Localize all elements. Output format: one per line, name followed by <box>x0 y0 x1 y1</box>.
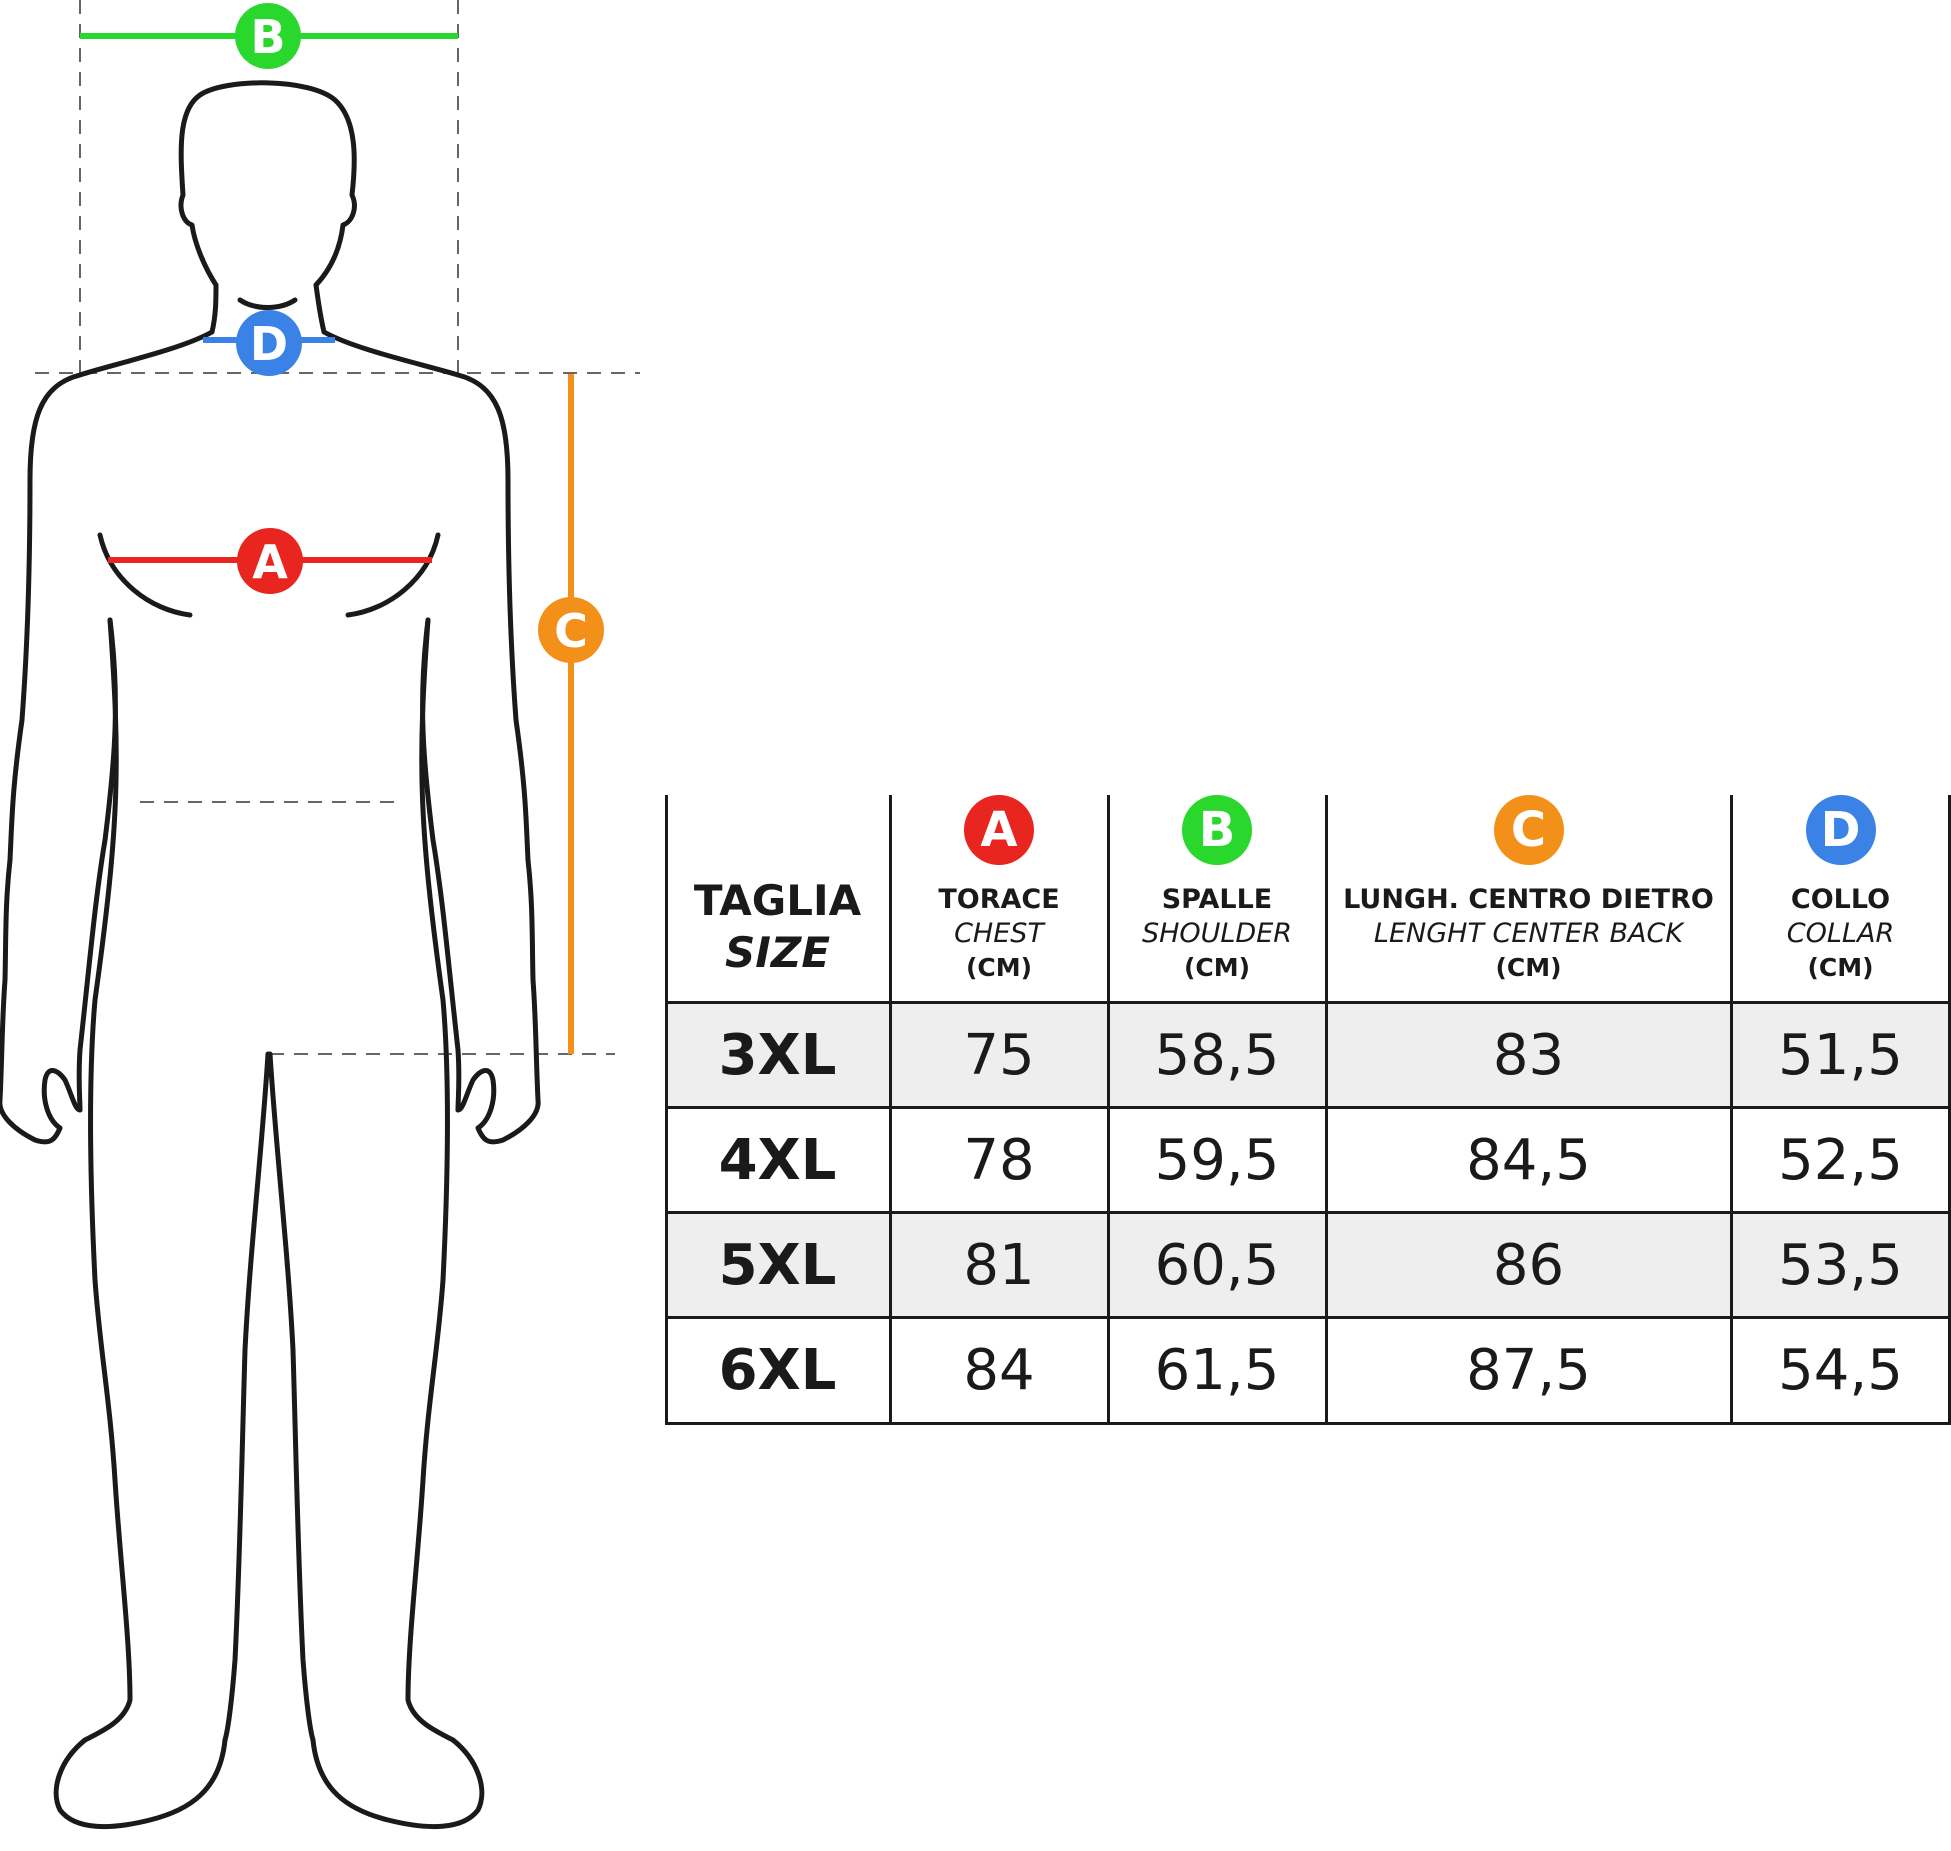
row-4-collar: 54,5 <box>1778 1338 1903 1403</box>
marker-b-circle <box>235 3 301 69</box>
left-chest-curve <box>97 532 193 618</box>
table-vline-2 <box>1107 795 1110 1425</box>
right-inner-leg <box>267 1051 316 1743</box>
table-line-header <box>665 1001 1950 1004</box>
header-col-b-en: SHOULDER <box>1141 918 1293 949</box>
row-1-size: 3XL <box>718 1023 837 1088</box>
table-vline-3 <box>1325 795 1328 1425</box>
table-line-bottom <box>665 1422 1950 1425</box>
torso-outline <box>0 282 219 1145</box>
header-badge-a: A <box>964 795 1034 865</box>
row-3-size: 5XL <box>718 1233 837 1298</box>
row-2-size: 4XL <box>718 1128 837 1193</box>
row-2-length: 84,5 <box>1466 1128 1591 1193</box>
left-inner-leg <box>222 1051 271 1743</box>
header-badge-c: C <box>1493 795 1564 865</box>
header-col-a-unit: (CM) <box>965 953 1033 982</box>
header-col-a-en: CHEST <box>954 918 1044 949</box>
header-col-b-it: SPALLE <box>1161 884 1273 915</box>
row-1-length: 83 <box>1492 1023 1565 1088</box>
table-line-2 <box>665 1211 1950 1214</box>
header-size-en: SIZE <box>724 928 831 977</box>
marker-c-label: C <box>554 604 588 658</box>
header-col-b-unit: (CM) <box>1183 953 1251 982</box>
row-4-length: 87,5 <box>1466 1338 1591 1403</box>
header-col-c-it: LUNGH. CENTRO DIETRO <box>1343 884 1714 915</box>
row-bg-3 <box>665 1213 1950 1318</box>
right-foot <box>310 1737 485 1829</box>
measure-a: A <box>108 528 432 594</box>
measure-d: D <box>203 310 335 376</box>
header-badge-b: B <box>1182 795 1252 865</box>
marker-a-circle <box>237 528 303 594</box>
measure-c: C <box>538 374 604 1054</box>
row-3-chest: 81 <box>963 1233 1035 1298</box>
table-vline-4 <box>1730 795 1733 1425</box>
header-badge-d: D <box>1805 795 1876 865</box>
torso-outline-right <box>313 282 541 1145</box>
header-col-d-unit: (CM) <box>1807 953 1874 982</box>
row-4-chest: 84 <box>963 1338 1035 1403</box>
right-torso-side <box>405 617 456 1743</box>
guide-lines <box>35 0 640 1055</box>
header-size-it: TAGLIA <box>693 876 862 925</box>
table-vline-0 <box>665 795 668 1425</box>
header-col-a: A TORACE CHEST (CM) <box>890 795 1108 985</box>
header-col-b: B SPALLE SHOULDER (CM) <box>1108 795 1326 985</box>
right-chest-curve <box>345 532 441 618</box>
body-silhouette <box>0 80 541 1829</box>
row-2-shoulder: 59,5 <box>1154 1128 1280 1193</box>
left-foot <box>53 1737 228 1829</box>
table-line-1 <box>665 1106 1950 1109</box>
header-col-d: D COLLO COLLAR (CM) <box>1731 795 1950 985</box>
table-vline-5 <box>1948 795 1951 1425</box>
header-col-c: C LUNGH. CENTRO DIETRO LENGHT CENTER BAC… <box>1326 795 1731 985</box>
row-2-chest: 78 <box>963 1128 1035 1193</box>
head-outline <box>178 80 357 288</box>
marker-d-label: D <box>250 317 288 371</box>
table-vline-1 <box>889 795 892 1425</box>
measure-b: B <box>80 3 458 69</box>
header-col-a-it: TORACE <box>938 884 1060 915</box>
header-col-c-unit: (CM) <box>1495 953 1562 982</box>
marker-b-label: B <box>250 10 285 64</box>
collar-curve <box>237 297 298 310</box>
row-3-length: 86 <box>1492 1233 1565 1298</box>
header-col-d-en: COLLAR <box>1786 918 1895 949</box>
marker-a-label: A <box>252 535 288 589</box>
row-2-collar: 52,5 <box>1778 1128 1903 1193</box>
row-3-collar: 53,5 <box>1778 1233 1903 1298</box>
row-4-size: 6XL <box>718 1338 837 1403</box>
row-3-shoulder: 60,5 <box>1154 1233 1280 1298</box>
marker-d-circle <box>236 310 302 376</box>
row-1-shoulder: 58,5 <box>1154 1023 1280 1088</box>
row-4-shoulder: 61,5 <box>1154 1338 1280 1403</box>
row-1-collar: 51,5 <box>1778 1023 1903 1088</box>
marker-c-circle <box>538 597 604 663</box>
left-torso-side <box>82 617 133 1743</box>
row-1-chest: 75 <box>963 1023 1035 1088</box>
row-bg-1 <box>665 1003 1950 1108</box>
header-col-c-en: LENGHT CENTER BACK <box>1373 918 1684 949</box>
table-line-3 <box>665 1316 1950 1319</box>
header-size: TAGLIA SIZE <box>665 875 890 979</box>
header-col-d-it: COLLO <box>1790 884 1891 915</box>
